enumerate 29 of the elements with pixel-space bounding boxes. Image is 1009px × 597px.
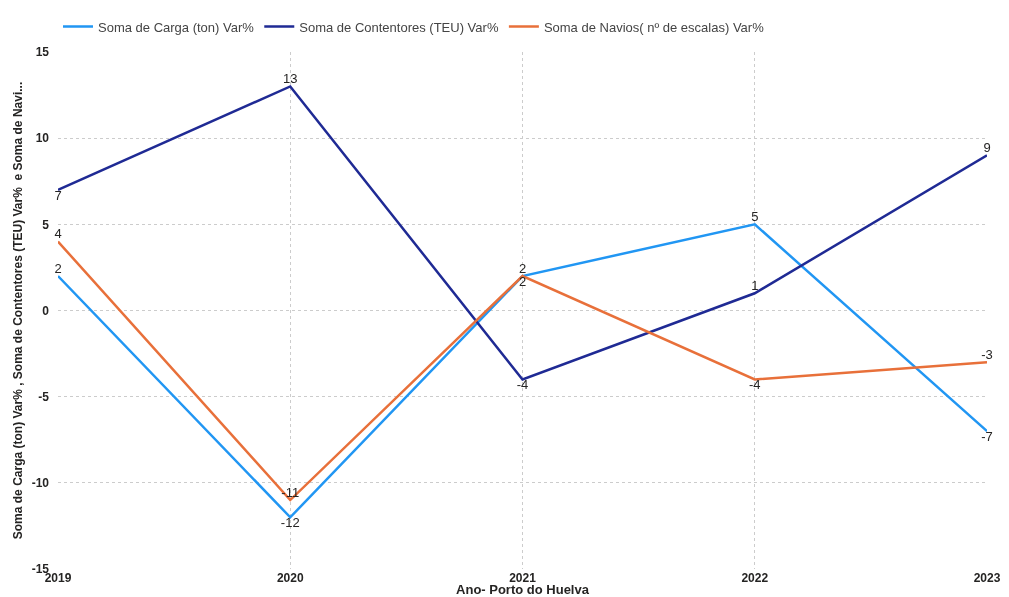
x-tick-label: 2021 <box>509 571 537 585</box>
y-tick-label: -5 <box>38 389 50 404</box>
x-tick-label: 2023 <box>973 571 1001 585</box>
data-label: 2 <box>518 273 527 289</box>
data-label: 1 <box>751 278 759 294</box>
y-axis-title: Soma de Carga (ton) Var% , Soma de Contentores (TEU) Var% e Soma de Navi... <box>10 81 25 540</box>
data-label: 9 <box>983 140 991 156</box>
data-label: 7 <box>54 187 62 203</box>
data-label: -4 <box>748 377 761 393</box>
y-tick-label: 10 <box>35 131 50 146</box>
data-label: -7 <box>981 428 993 444</box>
data-label: 5 <box>751 209 759 225</box>
data-label: -3 <box>981 346 993 362</box>
data-label: -12 <box>280 515 300 531</box>
x-tick-label: 2020 <box>276 571 304 585</box>
legend-label: Soma de Contentores (TEU) Var% <box>299 19 499 35</box>
x-tick-label: 2022 <box>741 571 769 585</box>
data-label: -4 <box>516 377 529 393</box>
legend-label: Soma de Navios( nº de escalas) Var% <box>543 19 765 35</box>
x-axis-title: Ano- Porto do Huelva <box>456 582 590 597</box>
legend-label: Soma de Carga (ton) Var% <box>98 19 255 35</box>
y-tick-label: 5 <box>42 217 50 232</box>
data-label: 2 <box>518 260 527 276</box>
y-tick-label: 15 <box>35 45 50 60</box>
data-label: 2 <box>54 260 62 276</box>
y-tick-label: 0 <box>42 303 50 318</box>
y-tick-label: -10 <box>31 476 50 491</box>
data-label: 13 <box>283 71 298 87</box>
data-label: 4 <box>54 226 62 242</box>
